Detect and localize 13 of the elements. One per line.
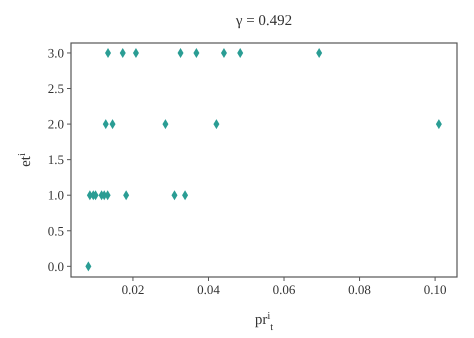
y-tick-label: 3.0 [48,45,64,60]
y-tick-label: 0.5 [48,223,64,238]
y-tick-label: 2.5 [48,81,64,96]
x-tick-label: 0.10 [424,282,446,297]
x-tick-label: 0.08 [348,282,371,297]
x-tick-label: 0.06 [272,282,296,297]
y-tick-label: 0.0 [48,258,64,274]
x-tick-label: 0.04 [197,282,220,297]
chart-title: γ = 0.492 [234,13,292,29]
y-tick-label: 1.0 [48,188,64,203]
x-tick-label: 0.02 [122,282,144,297]
y-tick-label: 2.0 [48,116,64,132]
y-tick-label: 1.5 [48,152,64,168]
